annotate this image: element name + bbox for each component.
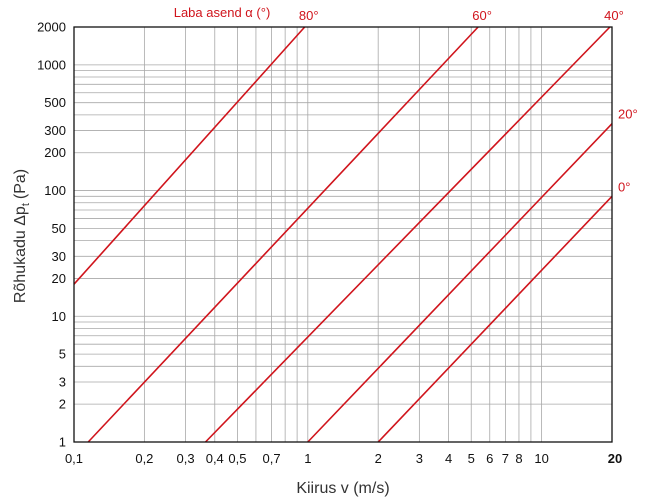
series-label-4: 0°: [618, 179, 630, 194]
y-tick-label-7: 50: [52, 221, 66, 236]
series-lines: [73, 26, 613, 443]
x-tick-label-6: 1: [304, 451, 311, 466]
y-tick-label-10: 300: [44, 123, 66, 138]
y-tick-label-9: 200: [44, 145, 66, 160]
x-tick-label-5: 0,7: [263, 451, 281, 466]
y-tick-labels: 1 2 3 5 10 20 30 50 100 200 300 500 1000 2000: [37, 20, 66, 450]
series-line-4: [377, 195, 613, 443]
grid: [74, 27, 612, 442]
x-tick-label-13: 8: [515, 451, 522, 466]
x-tick-label-1: 0,2: [135, 451, 153, 466]
x-tick-label-0: 0,1: [65, 451, 83, 466]
y-tick-label-12: 1000: [37, 57, 66, 72]
series-label-0: 80°: [299, 8, 319, 23]
x-tick-labels: 0,1 0,2 0,3 0,4 0,5 0,7 1 2 3 4 5 6 7 8 10 20: [65, 451, 622, 466]
y-tick-label-13: 2000: [37, 20, 66, 35]
x-tick-label-3: 0,4: [206, 451, 224, 466]
x-tick-label-14: 10: [534, 451, 548, 466]
series-labels: 80° 60° 40° 20° 0°: [299, 8, 638, 194]
x-tick-label-4: 0,5: [228, 451, 246, 466]
series-label-2: 40°: [604, 8, 624, 23]
x-tick-label-8: 3: [416, 451, 423, 466]
series-line-2: [204, 26, 611, 443]
x-tick-label-9: 4: [445, 451, 452, 466]
series-label-3: 20°: [618, 107, 638, 122]
series-line-3: [307, 123, 613, 443]
y-tick-label-8: 100: [44, 183, 66, 198]
x-axis-title: Kiirus v (m/s): [296, 480, 389, 497]
y-tick-label-4: 10: [52, 309, 66, 324]
x-tick-label-7: 2: [375, 451, 382, 466]
y-tick-label-11: 500: [44, 95, 66, 110]
legend-title: Laba asend α (°): [174, 5, 271, 20]
series-label-1: 60°: [472, 8, 492, 23]
y-tick-label-1: 2: [59, 397, 66, 412]
x-tick-label-11: 6: [486, 451, 493, 466]
y-axis-title-unit: (Pa): [12, 169, 29, 199]
x-tick-label-10: 5: [468, 451, 475, 466]
x-tick-label-2: 0,3: [177, 451, 195, 466]
y-tick-label-3: 5: [59, 347, 66, 362]
y-tick-label-5: 20: [52, 271, 66, 286]
plot-frame: [73, 26, 613, 443]
y-tick-label-2: 3: [59, 375, 66, 390]
series-line-1: [87, 26, 479, 443]
series-line-0: [73, 26, 306, 285]
y-tick-label-6: 30: [52, 249, 66, 264]
x-tick-label-12: 7: [502, 451, 509, 466]
y-axis-title: Rõhukadu Δpt (Pa): [12, 169, 32, 303]
y-axis-title-main: Rõhukadu Δp: [12, 206, 29, 303]
y-tick-label-0: 1: [59, 435, 66, 450]
x-tick-label-15: 20: [608, 451, 622, 466]
y-axis-title-subscript: t: [20, 203, 32, 206]
